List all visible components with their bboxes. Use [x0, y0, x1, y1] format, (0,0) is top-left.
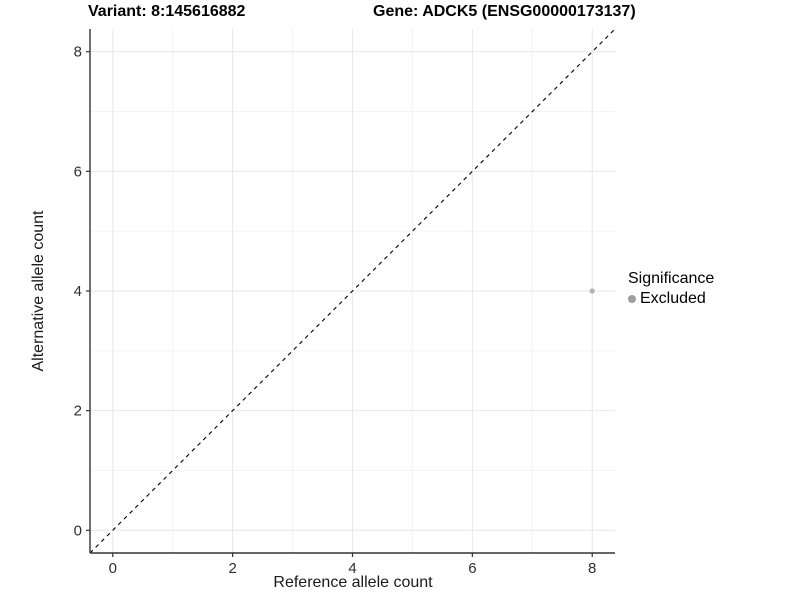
x-axis-title: Reference allele count [273, 574, 433, 591]
x-tick-label: 4 [348, 560, 356, 577]
x-tick-label: 2 [228, 560, 236, 577]
plot-title-gene: Gene: ADCK5 (ENSG00000173137) [373, 3, 636, 20]
y-tick-label: 2 [74, 403, 82, 420]
x-tick-label: 6 [468, 560, 476, 577]
legend: Significance Excluded [628, 270, 714, 308]
y-tick-label: 6 [74, 163, 82, 180]
data-point [589, 288, 595, 294]
y-axis-title: Alternative allele count [30, 210, 47, 372]
plot-title-variant: Variant: 8:145616882 [88, 3, 246, 20]
legend-item-label: Excluded [640, 290, 706, 307]
legend-item-excluded: Excluded [628, 290, 714, 308]
y-tick-label: 8 [74, 44, 82, 61]
identity-dashed-line [89, 28, 616, 554]
legend-point-icon [628, 295, 636, 303]
y-tick-label: 4 [74, 283, 82, 300]
legend-title: Significance [628, 270, 715, 287]
y-tick-label: 0 [74, 522, 82, 539]
x-tick-label: 0 [109, 560, 117, 577]
x-tick-label: 8 [588, 560, 596, 577]
